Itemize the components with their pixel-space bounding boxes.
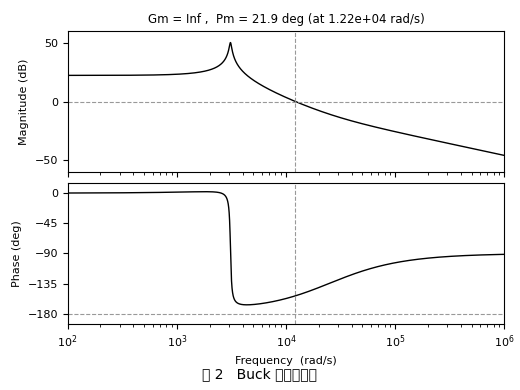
Title: Gm = Inf ,  Pm = 21.9 deg (at 1.22e+04 rad/s): Gm = Inf , Pm = 21.9 deg (at 1.22e+04 ra… — [148, 13, 424, 26]
X-axis label: Frequency  (rad/s): Frequency (rad/s) — [235, 356, 337, 365]
Y-axis label: Magnitude (dB): Magnitude (dB) — [19, 58, 29, 145]
Text: 图 2   Buck 模型伯德图: 图 2 Buck 模型伯德图 — [202, 367, 318, 381]
Y-axis label: Phase (deg): Phase (deg) — [12, 220, 22, 287]
